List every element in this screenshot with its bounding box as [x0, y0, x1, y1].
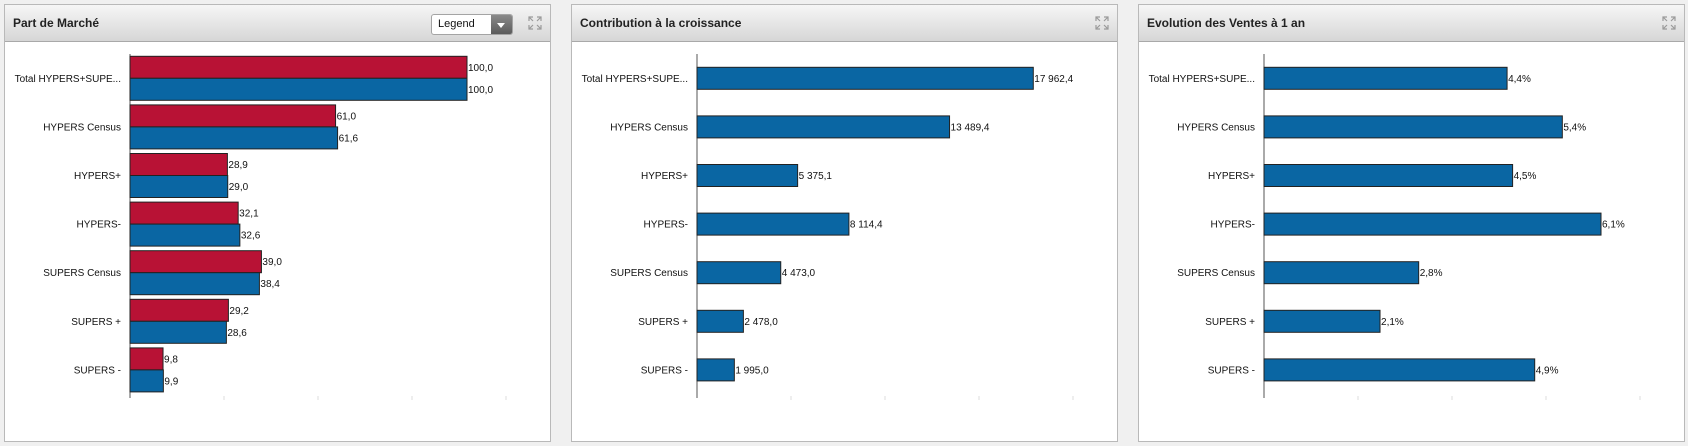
- data-label: 8 114,4: [850, 220, 883, 231]
- bar[interactable]: [696, 358, 735, 382]
- category-label: Total HYPERS+SUPE...: [15, 74, 121, 85]
- data-label: 6,1%: [1602, 220, 1625, 231]
- bar[interactable]: [696, 66, 1034, 90]
- category-label: HYPERS-: [77, 220, 121, 231]
- category-label: Total HYPERS+SUPE...: [1149, 74, 1255, 85]
- chart-evolution-ventes: Total HYPERS+SUPE... 4,4% HYPERS Census 5,4…: [1149, 54, 1641, 400]
- category-label: HYPERS+: [74, 171, 121, 182]
- bar[interactable]: [129, 104, 337, 128]
- data-label: 32,6: [241, 231, 261, 242]
- category-label: SUPERS Census: [43, 268, 121, 279]
- bar[interactable]: [129, 298, 229, 322]
- data-label: 100,0: [468, 63, 493, 74]
- category-label: SUPERS -: [1208, 365, 1255, 376]
- data-label: 100,0: [468, 85, 493, 96]
- category-label: HYPERS Census: [1177, 122, 1255, 133]
- panel-contribution-croissance: Contribution à la croissance Total HYPER…: [571, 4, 1118, 442]
- bar[interactable]: [129, 175, 229, 198]
- data-label: 17 962,4: [1034, 74, 1073, 85]
- bar[interactable]: [129, 223, 241, 247]
- category-label: SUPERS +: [638, 317, 688, 328]
- data-label: 5,4%: [1563, 122, 1586, 133]
- category-label: HYPERS-: [644, 220, 688, 231]
- bar[interactable]: [696, 309, 744, 333]
- panel-title: Evolution des Ventes à 1 an: [1147, 16, 1306, 30]
- bar[interactable]: [129, 250, 262, 274]
- bar[interactable]: [129, 320, 227, 344]
- bar[interactable]: [696, 261, 782, 285]
- bar[interactable]: [1263, 261, 1420, 285]
- category-label: HYPERS+: [641, 171, 688, 182]
- chart-part-de-marche: Total HYPERS+SUPE... 100,0 100,0 HYPERS Cen…: [15, 54, 507, 400]
- bar[interactable]: [129, 153, 228, 176]
- bar[interactable]: [1263, 358, 1536, 382]
- panel-title: Part de Marché: [13, 16, 100, 30]
- data-label: 2 478,0: [744, 317, 778, 328]
- chevron-down-icon[interactable]: [491, 15, 512, 34]
- panel-part-de-marche: Part de Marché Legend Total HYPERS+SUPE.…: [4, 4, 551, 442]
- bar[interactable]: [129, 272, 260, 296]
- category-label: SUPERS -: [641, 365, 688, 376]
- bar[interactable]: [1263, 66, 1508, 90]
- data-label: 28,9: [228, 160, 248, 171]
- bar[interactable]: [1263, 309, 1381, 333]
- data-label: 9,8: [164, 354, 178, 365]
- bar[interactable]: [1263, 115, 1563, 139]
- panel-evolution-ventes: Evolution des Ventes à 1 an Total HYPERS…: [1138, 4, 1685, 442]
- data-label: 4,5%: [1514, 171, 1537, 182]
- data-label: 4,9%: [1536, 365, 1559, 376]
- data-label: 5 375,1: [799, 171, 833, 182]
- bar[interactable]: [129, 77, 468, 101]
- data-label: 39,0: [262, 257, 282, 268]
- bar[interactable]: [129, 201, 239, 225]
- panel-header: Part de Marché Legend: [5, 5, 550, 42]
- data-label: 38,4: [260, 279, 280, 290]
- bar[interactable]: [129, 55, 468, 79]
- panel-title: Contribution à la croissance: [580, 16, 742, 30]
- data-label: 4 473,0: [782, 268, 816, 279]
- bar[interactable]: [1263, 212, 1602, 236]
- bar[interactable]: [129, 126, 339, 150]
- bar[interactable]: [696, 212, 850, 236]
- chart-contribution-croissance: Total HYPERS+SUPE... 17 962,4 HYPERS Censu…: [582, 54, 1074, 400]
- category-label: SUPERS -: [74, 365, 121, 376]
- category-label: HYPERS-: [1211, 220, 1255, 231]
- category-label: HYPERS+: [1208, 171, 1255, 182]
- expand-icon[interactable]: [1662, 16, 1676, 30]
- category-label: SUPERS +: [1205, 317, 1255, 328]
- legend-dropdown-label: Legend: [438, 18, 475, 30]
- bar[interactable]: [129, 347, 164, 371]
- panel-header: Contribution à la croissance: [572, 5, 1117, 42]
- bar[interactable]: [129, 369, 164, 393]
- expand-icon[interactable]: [1095, 16, 1109, 30]
- data-label: 61,0: [337, 111, 357, 122]
- category-label: SUPERS Census: [610, 268, 688, 279]
- data-label: 28,6: [227, 328, 247, 339]
- data-label: 29,0: [229, 182, 249, 193]
- data-label: 1 995,0: [735, 365, 769, 376]
- legend-dropdown[interactable]: Legend: [431, 14, 513, 35]
- bar[interactable]: [696, 115, 951, 139]
- category-label: HYPERS Census: [610, 122, 688, 133]
- expand-icon[interactable]: [528, 16, 542, 30]
- data-label: 13 489,4: [951, 122, 990, 133]
- category-label: HYPERS Census: [43, 122, 121, 133]
- bar[interactable]: [696, 164, 799, 187]
- category-label: SUPERS +: [71, 317, 121, 328]
- category-label: Total HYPERS+SUPE...: [582, 74, 688, 85]
- data-label: 9,9: [164, 376, 178, 387]
- data-label: 32,1: [239, 209, 259, 220]
- data-label: 29,2: [229, 306, 249, 317]
- bar[interactable]: [1263, 164, 1514, 187]
- data-label: 2,1%: [1381, 317, 1404, 328]
- category-label: SUPERS Census: [1177, 268, 1255, 279]
- data-label: 61,6: [339, 133, 359, 144]
- data-label: 4,4%: [1508, 74, 1531, 85]
- data-label: 2,8%: [1420, 268, 1443, 279]
- panel-header: Evolution des Ventes à 1 an: [1139, 5, 1684, 42]
